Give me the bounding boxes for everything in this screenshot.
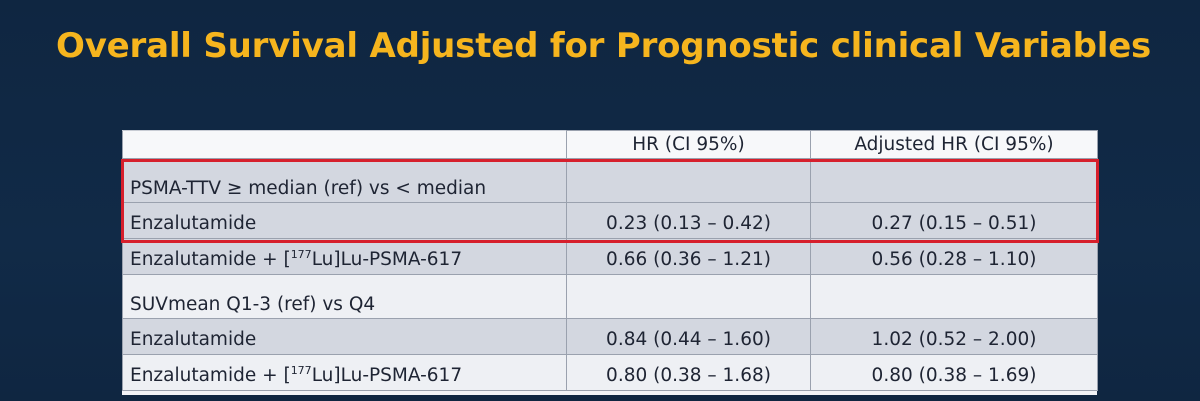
row-hr <box>566 158 811 203</box>
table-row-suvmean-enzalutamide: Enzalutamide 0.84 (0.44 – 1.60) 1.02 (0.… <box>122 318 1098 355</box>
row-label-post: Lu]Lu-PSMA-617 <box>311 365 463 386</box>
row-label: PSMA-TTV ≥ median (ref) vs < median <box>122 158 567 203</box>
row-hr <box>566 274 811 319</box>
table-row-psma-ttv-group: PSMA-TTV ≥ median (ref) vs < median <box>122 158 1098 203</box>
row-label: SUVmean Q1-3 (ref) vs Q4 <box>122 274 567 319</box>
table-header-row: HR (CI 95%) Adjusted HR (CI 95%) <box>122 130 1098 159</box>
row-label: Enzalutamide <box>122 202 567 239</box>
table-row-suvmean-enzalutamide-lu: Enzalutamide + [177Lu]Lu-PSMA-617 0.80 (… <box>122 354 1098 391</box>
table-row-psma-ttv-enzalutamide: Enzalutamide 0.23 (0.13 – 0.42) 0.27 (0.… <box>122 202 1098 239</box>
row-label-superscript: 177 <box>290 248 312 261</box>
row-label-superscript: 177 <box>290 364 312 377</box>
row-hr: 0.80 (0.38 – 1.68) <box>566 354 811 391</box>
row-adjusted-hr: 0.27 (0.15 – 0.51) <box>810 202 1098 239</box>
row-label: Enzalutamide <box>122 318 567 355</box>
table-row-psma-ttv-enzalutamide-lu: Enzalutamide + [177Lu]Lu-PSMA-617 0.66 (… <box>122 238 1098 275</box>
row-label: Enzalutamide + [177Lu]Lu-PSMA-617 <box>122 354 567 391</box>
row-adjusted-hr <box>810 158 1098 203</box>
row-adjusted-hr: 0.56 (0.28 – 1.10) <box>810 238 1098 275</box>
row-hr: 0.84 (0.44 – 1.60) <box>566 318 811 355</box>
header-label-column <box>122 130 567 159</box>
row-label-pre: Enzalutamide + [ <box>130 249 291 270</box>
row-adjusted-hr: 0.80 (0.38 – 1.69) <box>810 354 1098 391</box>
row-label-pre: Enzalutamide + [ <box>130 365 291 386</box>
results-table-container: HR (CI 95%) Adjusted HR (CI 95%) PSMA-TT… <box>122 130 1098 395</box>
results-table: HR (CI 95%) Adjusted HR (CI 95%) PSMA-TT… <box>122 130 1098 391</box>
header-adjusted-hr: Adjusted HR (CI 95%) <box>810 130 1098 159</box>
row-adjusted-hr: 1.02 (0.52 – 2.00) <box>810 318 1098 355</box>
row-hr: 0.23 (0.13 – 0.42) <box>566 202 811 239</box>
header-hr: HR (CI 95%) <box>566 130 811 159</box>
table-row-suvmean-group: SUVmean Q1-3 (ref) vs Q4 <box>122 274 1098 319</box>
row-hr: 0.66 (0.36 – 1.21) <box>566 238 811 275</box>
row-adjusted-hr <box>810 274 1098 319</box>
row-label-post: Lu]Lu-PSMA-617 <box>311 249 463 270</box>
slide-title: Overall Survival Adjusted for Prognostic… <box>56 26 1152 66</box>
row-label: Enzalutamide + [177Lu]Lu-PSMA-617 <box>122 238 567 275</box>
